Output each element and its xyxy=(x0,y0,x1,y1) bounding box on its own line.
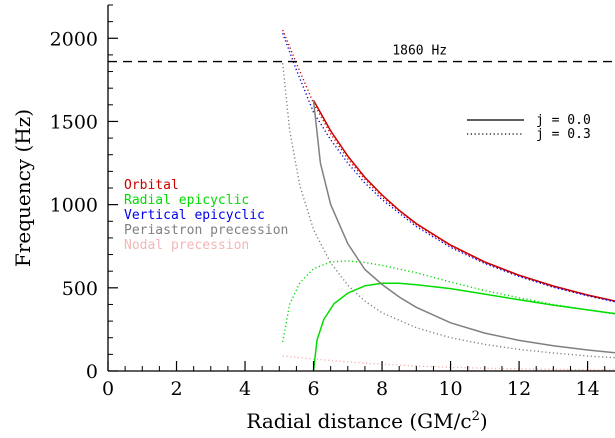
x-tick-label: 2 xyxy=(170,378,182,400)
series-line-nodal-precession-j03 xyxy=(282,355,615,371)
series-line-periastron-precession-j03 xyxy=(282,63,615,359)
x-axis-title: Radial distance (GM/c2) xyxy=(246,409,487,433)
x-tick-label: 14 xyxy=(576,378,600,400)
x-tick-label: 6 xyxy=(307,378,319,400)
legend-color-label-vertical-epicyclic: Vertical epicyclic xyxy=(124,208,265,223)
series-line-radial-epicyclic-j00 xyxy=(312,282,615,371)
legend-style-label: j = 0.0 xyxy=(536,113,591,128)
legend-color-label-periastron-precession: Periastron precession xyxy=(124,223,288,238)
legend-color-label-radial-epicyclic: Radial epicyclic xyxy=(124,193,249,208)
series-line-orbital-j03 xyxy=(282,29,615,303)
series-line-radial-epicyclic-j03 xyxy=(282,260,615,343)
x-axis-title-superscript: 2 xyxy=(472,409,480,424)
y-tick-label: 2000 xyxy=(50,28,98,50)
x-tick-label: 0 xyxy=(102,378,114,400)
y-tick-label: 500 xyxy=(62,278,98,300)
series-line-vertical-epicyclic-j03 xyxy=(282,33,615,303)
legend-color-label-nodal-precession: Nodal precession xyxy=(124,238,249,253)
legend-color-label-orbital: Orbital xyxy=(124,178,179,193)
x-tick-label: 4 xyxy=(239,378,251,400)
y-axis-title: Frequency (Hz) xyxy=(11,109,35,267)
y-tick-label: 0 xyxy=(86,361,98,383)
x-tick-label: 12 xyxy=(507,378,531,400)
series-line-periastron-precession-j00 xyxy=(312,100,615,354)
x-tick-label: 10 xyxy=(438,378,462,400)
y-tick-label: 1500 xyxy=(50,111,98,133)
y-tick-label: 1000 xyxy=(50,195,98,217)
x-tick-label: 8 xyxy=(376,378,388,400)
reference-line-label: 1860 Hz xyxy=(392,44,447,59)
legend-style-label: j = 0.3 xyxy=(536,127,591,142)
series-line-orbital-j00 xyxy=(312,99,615,302)
